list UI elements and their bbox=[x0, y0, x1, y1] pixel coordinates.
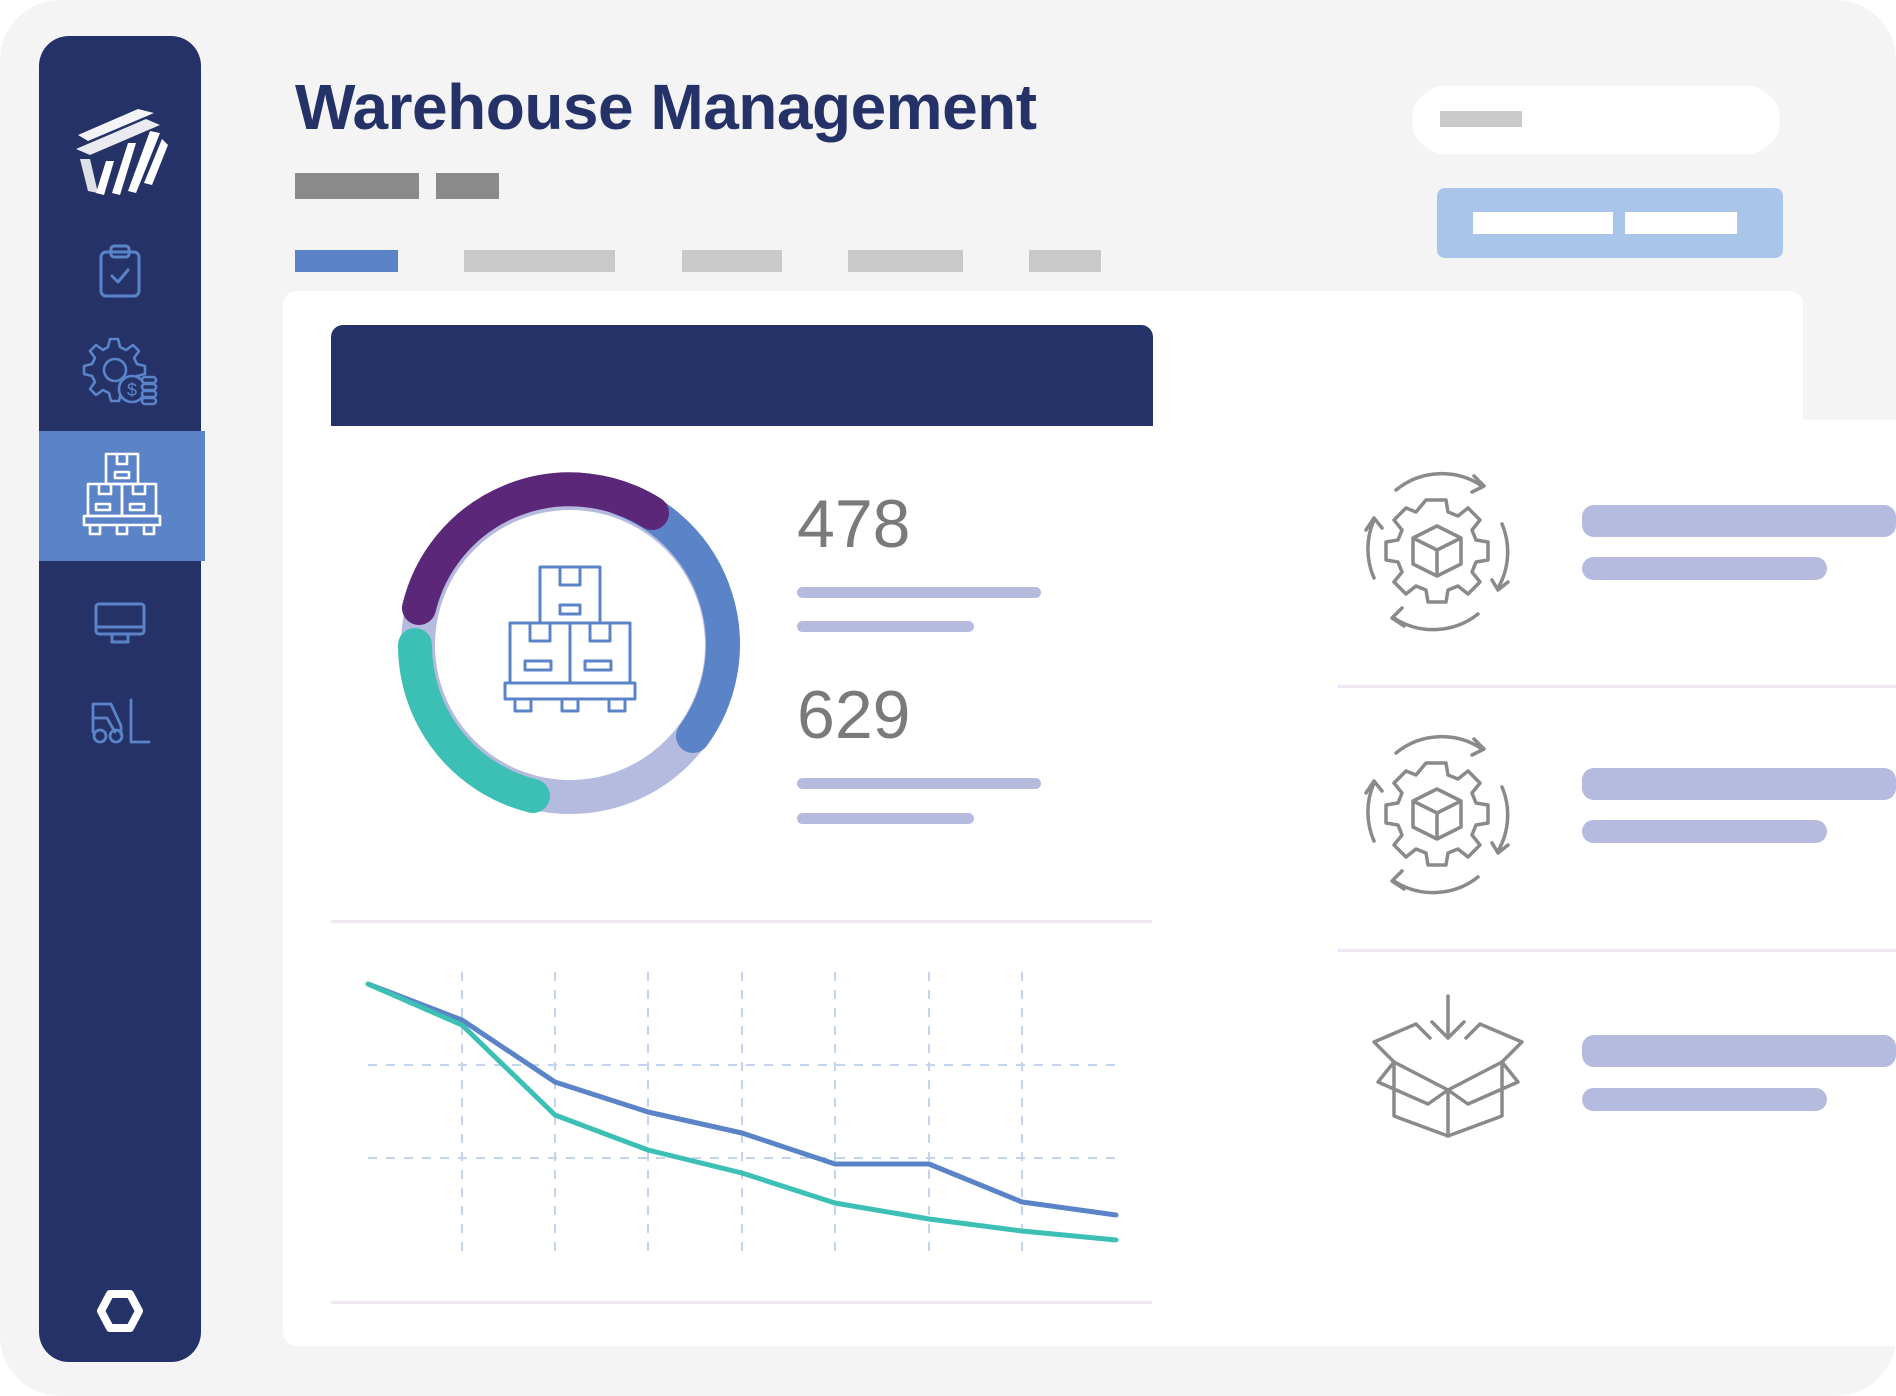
series-line-blue bbox=[365, 981, 1119, 1218]
gear-cycle-box-icon bbox=[1364, 471, 1510, 632]
box-receive-icon bbox=[1372, 994, 1524, 1138]
subtitle-placeholder bbox=[436, 173, 499, 199]
section-divider bbox=[331, 1301, 1152, 1304]
activity-title-placeholder bbox=[1582, 1035, 1896, 1067]
stat-sublabel-placeholder bbox=[797, 813, 974, 824]
search-input[interactable] bbox=[1412, 86, 1780, 154]
hexagon-icon[interactable] bbox=[39, 1266, 201, 1356]
logo-icon[interactable] bbox=[39, 93, 201, 213]
activity-title-placeholder bbox=[1582, 505, 1896, 537]
pallet-boxes-icon bbox=[82, 452, 162, 536]
card-header bbox=[331, 325, 1153, 426]
tab[interactable] bbox=[1029, 250, 1101, 272]
activity-subtitle-placeholder bbox=[1582, 1088, 1827, 1111]
chart-grid bbox=[368, 972, 1116, 1258]
gear-coins-icon[interactable]: $ bbox=[39, 326, 201, 416]
page-title: Warehouse Management bbox=[295, 71, 1037, 143]
stat-label-placeholder bbox=[797, 778, 1041, 789]
series-line-teal bbox=[365, 981, 1119, 1243]
stat-sublabel-placeholder bbox=[797, 621, 974, 632]
activity-subtitle-placeholder bbox=[1582, 820, 1827, 843]
pallet-boxes-icon bbox=[503, 565, 637, 713]
activity-subtitle-placeholder bbox=[1582, 557, 1827, 580]
activity-title-placeholder bbox=[1582, 768, 1896, 800]
stat-value-secondary: 629 bbox=[797, 677, 911, 753]
tab[interactable] bbox=[464, 250, 615, 272]
gear-cycle-box-icon bbox=[1364, 734, 1510, 895]
trend-line-chart bbox=[365, 972, 1119, 1258]
donut-chart bbox=[397, 472, 740, 814]
forklift-icon[interactable] bbox=[39, 676, 201, 766]
button-label-placeholder bbox=[1625, 212, 1737, 234]
stat-label-placeholder bbox=[797, 587, 1041, 598]
donut-segment-teal bbox=[397, 628, 550, 813]
tab[interactable] bbox=[682, 250, 782, 272]
monitor-icon[interactable] bbox=[39, 578, 201, 668]
sidebar-item-warehouse[interactable] bbox=[39, 431, 205, 561]
list-divider bbox=[1338, 949, 1896, 952]
button-label-placeholder bbox=[1473, 212, 1613, 234]
clipboard-check-icon[interactable] bbox=[39, 226, 201, 316]
tab-active[interactable] bbox=[295, 250, 398, 272]
svg-text:$: $ bbox=[127, 380, 137, 400]
tab[interactable] bbox=[848, 250, 963, 272]
subtitle-placeholder bbox=[295, 173, 419, 199]
search-placeholder bbox=[1440, 111, 1522, 127]
primary-action-button[interactable] bbox=[1437, 188, 1783, 258]
list-divider bbox=[1338, 685, 1896, 688]
sidebar: $ bbox=[39, 36, 205, 1362]
section-divider bbox=[331, 920, 1152, 923]
donut-segment-purple bbox=[402, 472, 669, 625]
stat-value-primary: 478 bbox=[797, 486, 911, 562]
